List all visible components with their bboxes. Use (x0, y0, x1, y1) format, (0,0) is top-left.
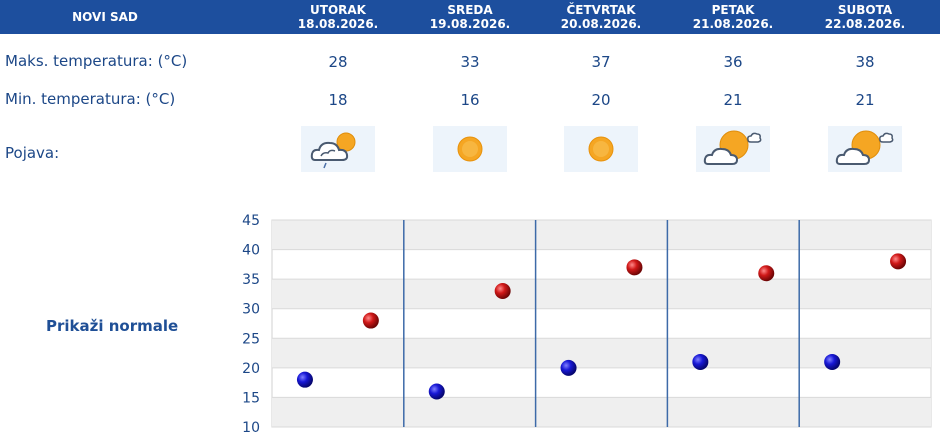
min-temp-value: 21 (723, 91, 743, 109)
max-temp-point (362, 312, 379, 329)
phenomenon-label: Pojava: (5, 144, 60, 162)
max-temp-point (626, 259, 643, 276)
grid-band (272, 338, 931, 368)
min-temp-point (428, 383, 445, 400)
y-tick-label: 30 (242, 302, 260, 318)
day-name: ČETVRTAK (566, 3, 636, 17)
sun-cloud-icon (828, 126, 902, 172)
day-header-1: UTORAK 18.08.2026. (288, 0, 388, 34)
forecast-header: NOVI SAD UTORAK 18.08.2026. SREDA 19.08.… (0, 0, 940, 34)
min-temp-point (296, 371, 313, 388)
y-tick-label: 40 (242, 243, 260, 259)
min-temp-point (824, 353, 841, 370)
day-date: 21.08.2026. (692, 17, 774, 31)
max-temp-label: Maks. temperatura: (°C) (5, 52, 188, 70)
max-temp-value: 37 (591, 53, 611, 71)
sun-cloud-icon (696, 126, 770, 172)
max-temp-value: 36 (723, 53, 743, 71)
cloud-sun-rain-icon (301, 126, 375, 172)
grid-band (272, 279, 931, 309)
min-temp-value: 20 (591, 91, 611, 109)
min-temp-value: 16 (460, 91, 480, 109)
min-temp-point (692, 353, 709, 370)
y-tick-label: 20 (242, 361, 260, 377)
day-header-2: SREDA 19.08.2026. (420, 0, 520, 34)
show-normals-link[interactable]: Prikaži normale (46, 317, 179, 335)
min-temp-value: 21 (855, 91, 875, 109)
day-header-4: PETAK 21.08.2026. (683, 0, 783, 34)
max-temp-value: 28 (328, 53, 348, 71)
grid-band (272, 220, 931, 250)
min-temp-value: 18 (328, 91, 348, 109)
day-header-5: SUBOTA 22.08.2026. (815, 0, 915, 34)
day-name: SREDA (447, 3, 493, 17)
day-date: 22.08.2026. (824, 17, 906, 31)
grid-band (272, 397, 931, 427)
y-tick-label: 15 (242, 390, 260, 406)
max-temp-value: 33 (460, 53, 480, 71)
max-temp-point (890, 253, 907, 270)
day-header-3: ČETVRTAK 20.08.2026. (551, 0, 651, 34)
day-name: SUBOTA (837, 3, 893, 17)
y-tick-label: 10 (242, 420, 260, 435)
day-date: 19.08.2026. (429, 17, 511, 31)
day-date: 20.08.2026. (560, 17, 642, 31)
y-tick-label: 25 (242, 331, 260, 347)
day-date: 18.08.2026. (297, 17, 379, 31)
max-temp-point (494, 282, 511, 299)
sun-icon (433, 126, 507, 172)
y-tick-label: 35 (242, 272, 260, 288)
max-temp-point (758, 265, 775, 282)
min-temp-label: Min. temperatura: (°C) (5, 90, 176, 108)
min-temp-point (560, 359, 577, 376)
plot-area (271, 219, 932, 428)
max-temp-value: 38 (855, 53, 875, 71)
day-name: PETAK (711, 3, 755, 17)
y-tick-label: 45 (242, 213, 260, 229)
day-name: UTORAK (310, 3, 366, 17)
city-name: NOVI SAD (72, 10, 138, 24)
sun-icon (564, 126, 638, 172)
